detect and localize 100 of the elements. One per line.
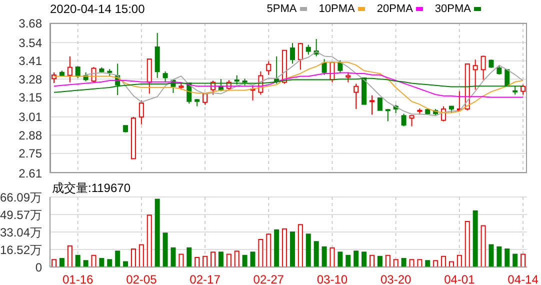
bar [99,258,104,267]
bar [448,261,454,267]
bar [425,260,430,267]
x-tick-label: 02-17 [190,272,221,285]
candlestick [138,100,144,125]
bar [377,256,382,267]
bar [51,259,56,267]
x-tick-label: 04-14 [508,272,539,285]
chart-title: 成交量:119670 [52,180,130,197]
candlestick [306,44,311,56]
candlestick [441,106,446,122]
bar [322,246,327,267]
candlestick [520,84,526,96]
bar [464,220,470,267]
candlestick [480,55,486,80]
y-tick-label: 2.75 [18,146,42,161]
y-tick-label: 3.41 [18,54,42,68]
bar [369,254,374,267]
y-tick-label: 3.68 [18,16,42,30]
candlestick [409,115,414,127]
x-tick-label: 04-01 [444,272,476,285]
bar [75,254,80,267]
chart-title: 2020-04-14 15:00 [50,2,145,16]
x-tick-label: 03-10 [316,272,348,285]
candlestick [298,42,303,70]
bar [242,254,248,267]
candlestick [346,72,351,83]
bar [354,250,359,267]
y-tick-label: 3.01 [18,110,42,124]
bar [170,247,176,267]
bar [441,256,446,267]
bar [146,214,152,267]
bar [83,260,88,267]
bar [488,244,494,267]
bar [362,252,367,267]
y-tick-label: 3.15 [18,90,42,105]
bar [194,256,200,267]
x-tick-label: 03-20 [380,272,412,285]
candlestick [67,56,72,83]
candlestick [385,108,390,122]
bar [67,245,72,267]
candlestick [472,59,478,90]
y-tick-label: 16.52万 [0,242,42,257]
bar [162,232,168,267]
bar [226,254,232,267]
bar [298,224,303,267]
y-tick-label: 49.57万 [0,208,42,222]
bar [385,254,390,267]
bar [456,254,462,267]
legend-label: 10PMA [318,3,355,15]
bar [472,210,478,267]
bar [178,254,184,267]
bar [496,246,502,267]
bar [107,259,112,267]
bar [512,254,518,267]
legend-label: 5PMA [266,3,297,15]
bar [282,228,288,267]
candlestick [377,98,382,111]
y-tick-label: 66.09万 [0,190,42,204]
bar [504,248,510,267]
bar [520,254,526,267]
bar [218,252,224,267]
bar [234,250,240,267]
candlestick [401,113,406,127]
bar [274,229,280,267]
y-tick-label: 3.54 [18,36,42,50]
bar [433,260,438,267]
candlestick [51,72,56,84]
candlestick [146,58,152,94]
candlestick [162,70,168,83]
y-tick-label: 3.28 [18,72,42,86]
candlestick [266,60,272,76]
bar [186,247,192,267]
bar [258,238,264,267]
bar [91,254,96,267]
candlestick [322,58,327,76]
bar [480,225,486,267]
bar [202,256,208,267]
candlestick [338,60,343,74]
bar [154,198,160,267]
y-tick-label: 0 [35,260,42,274]
x-tick-label: 02-27 [253,272,284,285]
bar [401,258,406,267]
bar [338,252,343,267]
candlestick [369,94,374,116]
bar [130,248,136,267]
bar [138,244,144,267]
y-tick-label: 2.61 [18,166,42,180]
bar [409,259,414,267]
x-tick-label: 01-16 [62,272,94,285]
legend-label: 30PMA [434,3,471,15]
legend-label: 20PMA [376,3,413,15]
y-tick-label: 2.88 [18,128,42,142]
bar [330,247,335,267]
bar [210,252,216,267]
bar [123,261,128,267]
y-tick-label: 33.04万 [0,225,42,240]
bar [115,250,120,267]
bar [290,232,295,267]
bar [306,234,311,267]
